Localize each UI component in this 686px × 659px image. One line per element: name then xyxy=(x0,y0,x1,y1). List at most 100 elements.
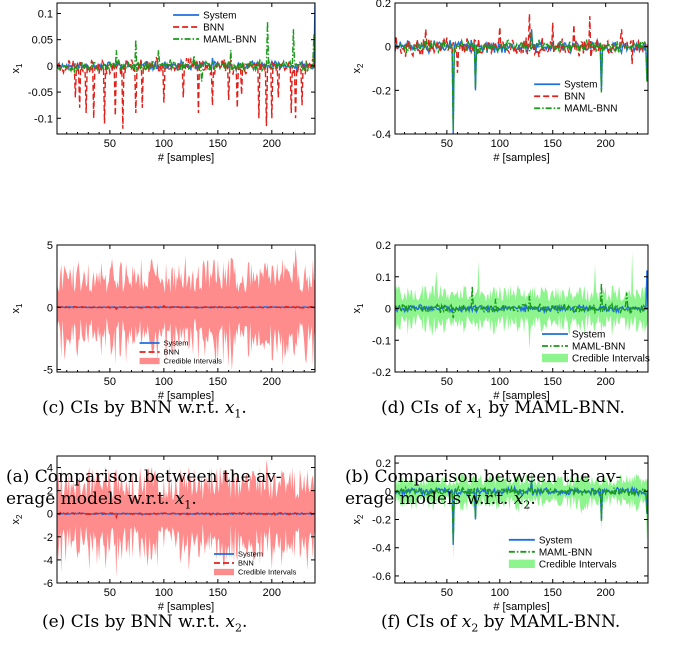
legend-label: System xyxy=(572,330,605,341)
y-tick-label: -4 xyxy=(43,555,53,567)
x-tick-label: 50 xyxy=(104,138,116,150)
y-tick-label: 4 xyxy=(47,463,53,475)
y-axis-label: x1 xyxy=(10,303,24,314)
y-axis-label: x1 xyxy=(10,63,24,74)
x-tick-label: 100 xyxy=(155,587,173,599)
x-tick-label: 200 xyxy=(263,376,281,388)
x-axis-label: # [samples] xyxy=(493,390,549,402)
x-tick-label: 50 xyxy=(104,376,116,388)
plot-area xyxy=(395,470,648,562)
legend-label: System xyxy=(564,80,597,91)
series-line-maml-bnn xyxy=(395,481,648,543)
legend-label: System xyxy=(238,550,263,559)
y-tick-label: 0.2 xyxy=(376,458,391,470)
series-line-maml-bnn xyxy=(57,21,315,82)
y-tick-label: 0.1 xyxy=(38,8,53,20)
legend-label: MAML-BNN xyxy=(564,104,617,115)
y-tick-label: 0 xyxy=(47,61,53,73)
chart-f: 50 100 150 200 -0.6 -0.4 -0.2 0 0.2 # [samples] x2… xyxy=(351,455,649,613)
x-tick-label: 200 xyxy=(263,138,281,150)
y-tick-label: -0.6 xyxy=(372,571,391,583)
x-axis-label: # [samples] xyxy=(493,601,549,613)
y-tick-label: -6 xyxy=(43,578,53,590)
caption-d: (d) CIs of x1 by MAML-BNN. xyxy=(381,398,625,421)
x-tick-label: 100 xyxy=(491,138,509,150)
legend-label: BNN xyxy=(238,559,254,568)
legend-swatch-ci xyxy=(508,559,535,569)
x-tick-label: 150 xyxy=(544,138,562,150)
x-tick-label: 100 xyxy=(491,587,509,599)
x-axis-label: # [samples] xyxy=(158,390,214,402)
y-tick-label: -0.2 xyxy=(372,515,391,527)
x-axis-label: # [samples] xyxy=(493,152,549,164)
y-axis-label: x2 xyxy=(351,514,365,525)
x-tick-label: 100 xyxy=(491,376,509,388)
legend-label: Credible Intervals xyxy=(164,357,223,366)
series-line-maml-bnn xyxy=(395,31,648,130)
x-tick-label: 50 xyxy=(441,587,453,599)
chart-e: 50 100 150 200 -6 -4 -2 0 2 4 # [samples] x2 SystemB… xyxy=(10,455,316,613)
y-tick-label: 0.2 xyxy=(376,240,391,252)
legend-label: BNN xyxy=(564,92,585,103)
plot-frame xyxy=(56,2,316,135)
legend-label: MAML-BNN xyxy=(203,35,256,46)
x-tick-label: 150 xyxy=(544,587,562,599)
x-tick-label: 50 xyxy=(104,587,116,599)
legend-label: System xyxy=(164,339,189,348)
y-tick-label: -0.05 xyxy=(28,87,53,99)
legend-swatch-ci xyxy=(139,357,160,365)
legend-label: Credible Intervals xyxy=(238,568,297,577)
y-tick-label: 0 xyxy=(47,302,53,314)
chart-b: 50 100 150 200 -0.4 -0.2 0 0.2 # [samples] x2 Syst… xyxy=(351,0,649,164)
x-tick-label: 200 xyxy=(263,587,281,599)
y-axis-label: x1 xyxy=(351,303,365,314)
x-tick-label: 200 xyxy=(596,587,614,599)
credible-interval-band xyxy=(57,247,315,371)
x-tick-label: 150 xyxy=(209,587,227,599)
chart-d: 50 100 150 200 -0.2 -0.1 0 0.1 0.2 # [samples] x1 S… xyxy=(351,240,650,402)
x-tick-label: 150 xyxy=(209,376,227,388)
chart-a: 50 100 150 200 -0.1 -0.05 0 0.05 0.1 # [samples] x… xyxy=(10,2,316,164)
y-tick-label: -0.4 xyxy=(372,129,391,141)
series-line-bnn xyxy=(395,13,648,73)
legend-label: Credible Intervals xyxy=(572,354,650,365)
series-line-bnn xyxy=(57,56,315,129)
plot-area xyxy=(57,459,315,579)
y-tick-label: 0 xyxy=(385,304,391,316)
caption-e: (e) CIs by BNN w.r.t. x2. xyxy=(42,612,248,635)
y-axis-label: x2 xyxy=(10,514,24,525)
y-tick-label: 0 xyxy=(47,509,53,521)
series-line-bnn xyxy=(57,304,315,311)
caption-a: (a) Comparison between the av-erage mode… xyxy=(6,467,282,512)
y-tick-label: 0.1 xyxy=(376,272,391,284)
plot-area xyxy=(395,13,648,134)
legend-swatch-ci xyxy=(214,568,234,576)
x-tick-label: 50 xyxy=(441,376,453,388)
chart-c: 50 100 150 200 -5 0 5 # [samples] x1 SystemBNNCre… xyxy=(10,240,316,402)
legend-label: Credible Intervals xyxy=(539,559,617,570)
caption-f: (f) CIs of x2 by MAML-BNN. xyxy=(381,612,621,635)
plot-area xyxy=(57,247,315,371)
x-tick-label: 100 xyxy=(155,376,173,388)
legend-label: System xyxy=(203,11,236,22)
x-tick-label: 150 xyxy=(209,138,227,150)
y-tick-label: 0 xyxy=(385,486,391,498)
series-line-maml-bnn xyxy=(395,283,648,319)
x-axis-label: # [samples] xyxy=(158,152,214,164)
y-tick-label: 0 xyxy=(385,42,391,54)
series-line-bnn xyxy=(57,511,315,520)
legend-label: MAML-BNN xyxy=(572,342,625,353)
x-axis-label: # [samples] xyxy=(158,601,214,613)
y-tick-label: -2 xyxy=(43,532,53,544)
plot-frame xyxy=(56,455,316,584)
y-axis-label: x2 xyxy=(351,63,365,74)
x-tick-label: 100 xyxy=(155,138,173,150)
x-tick-label: 200 xyxy=(596,376,614,388)
legend-label: BNN xyxy=(203,23,224,34)
y-tick-label: -0.2 xyxy=(372,367,391,379)
